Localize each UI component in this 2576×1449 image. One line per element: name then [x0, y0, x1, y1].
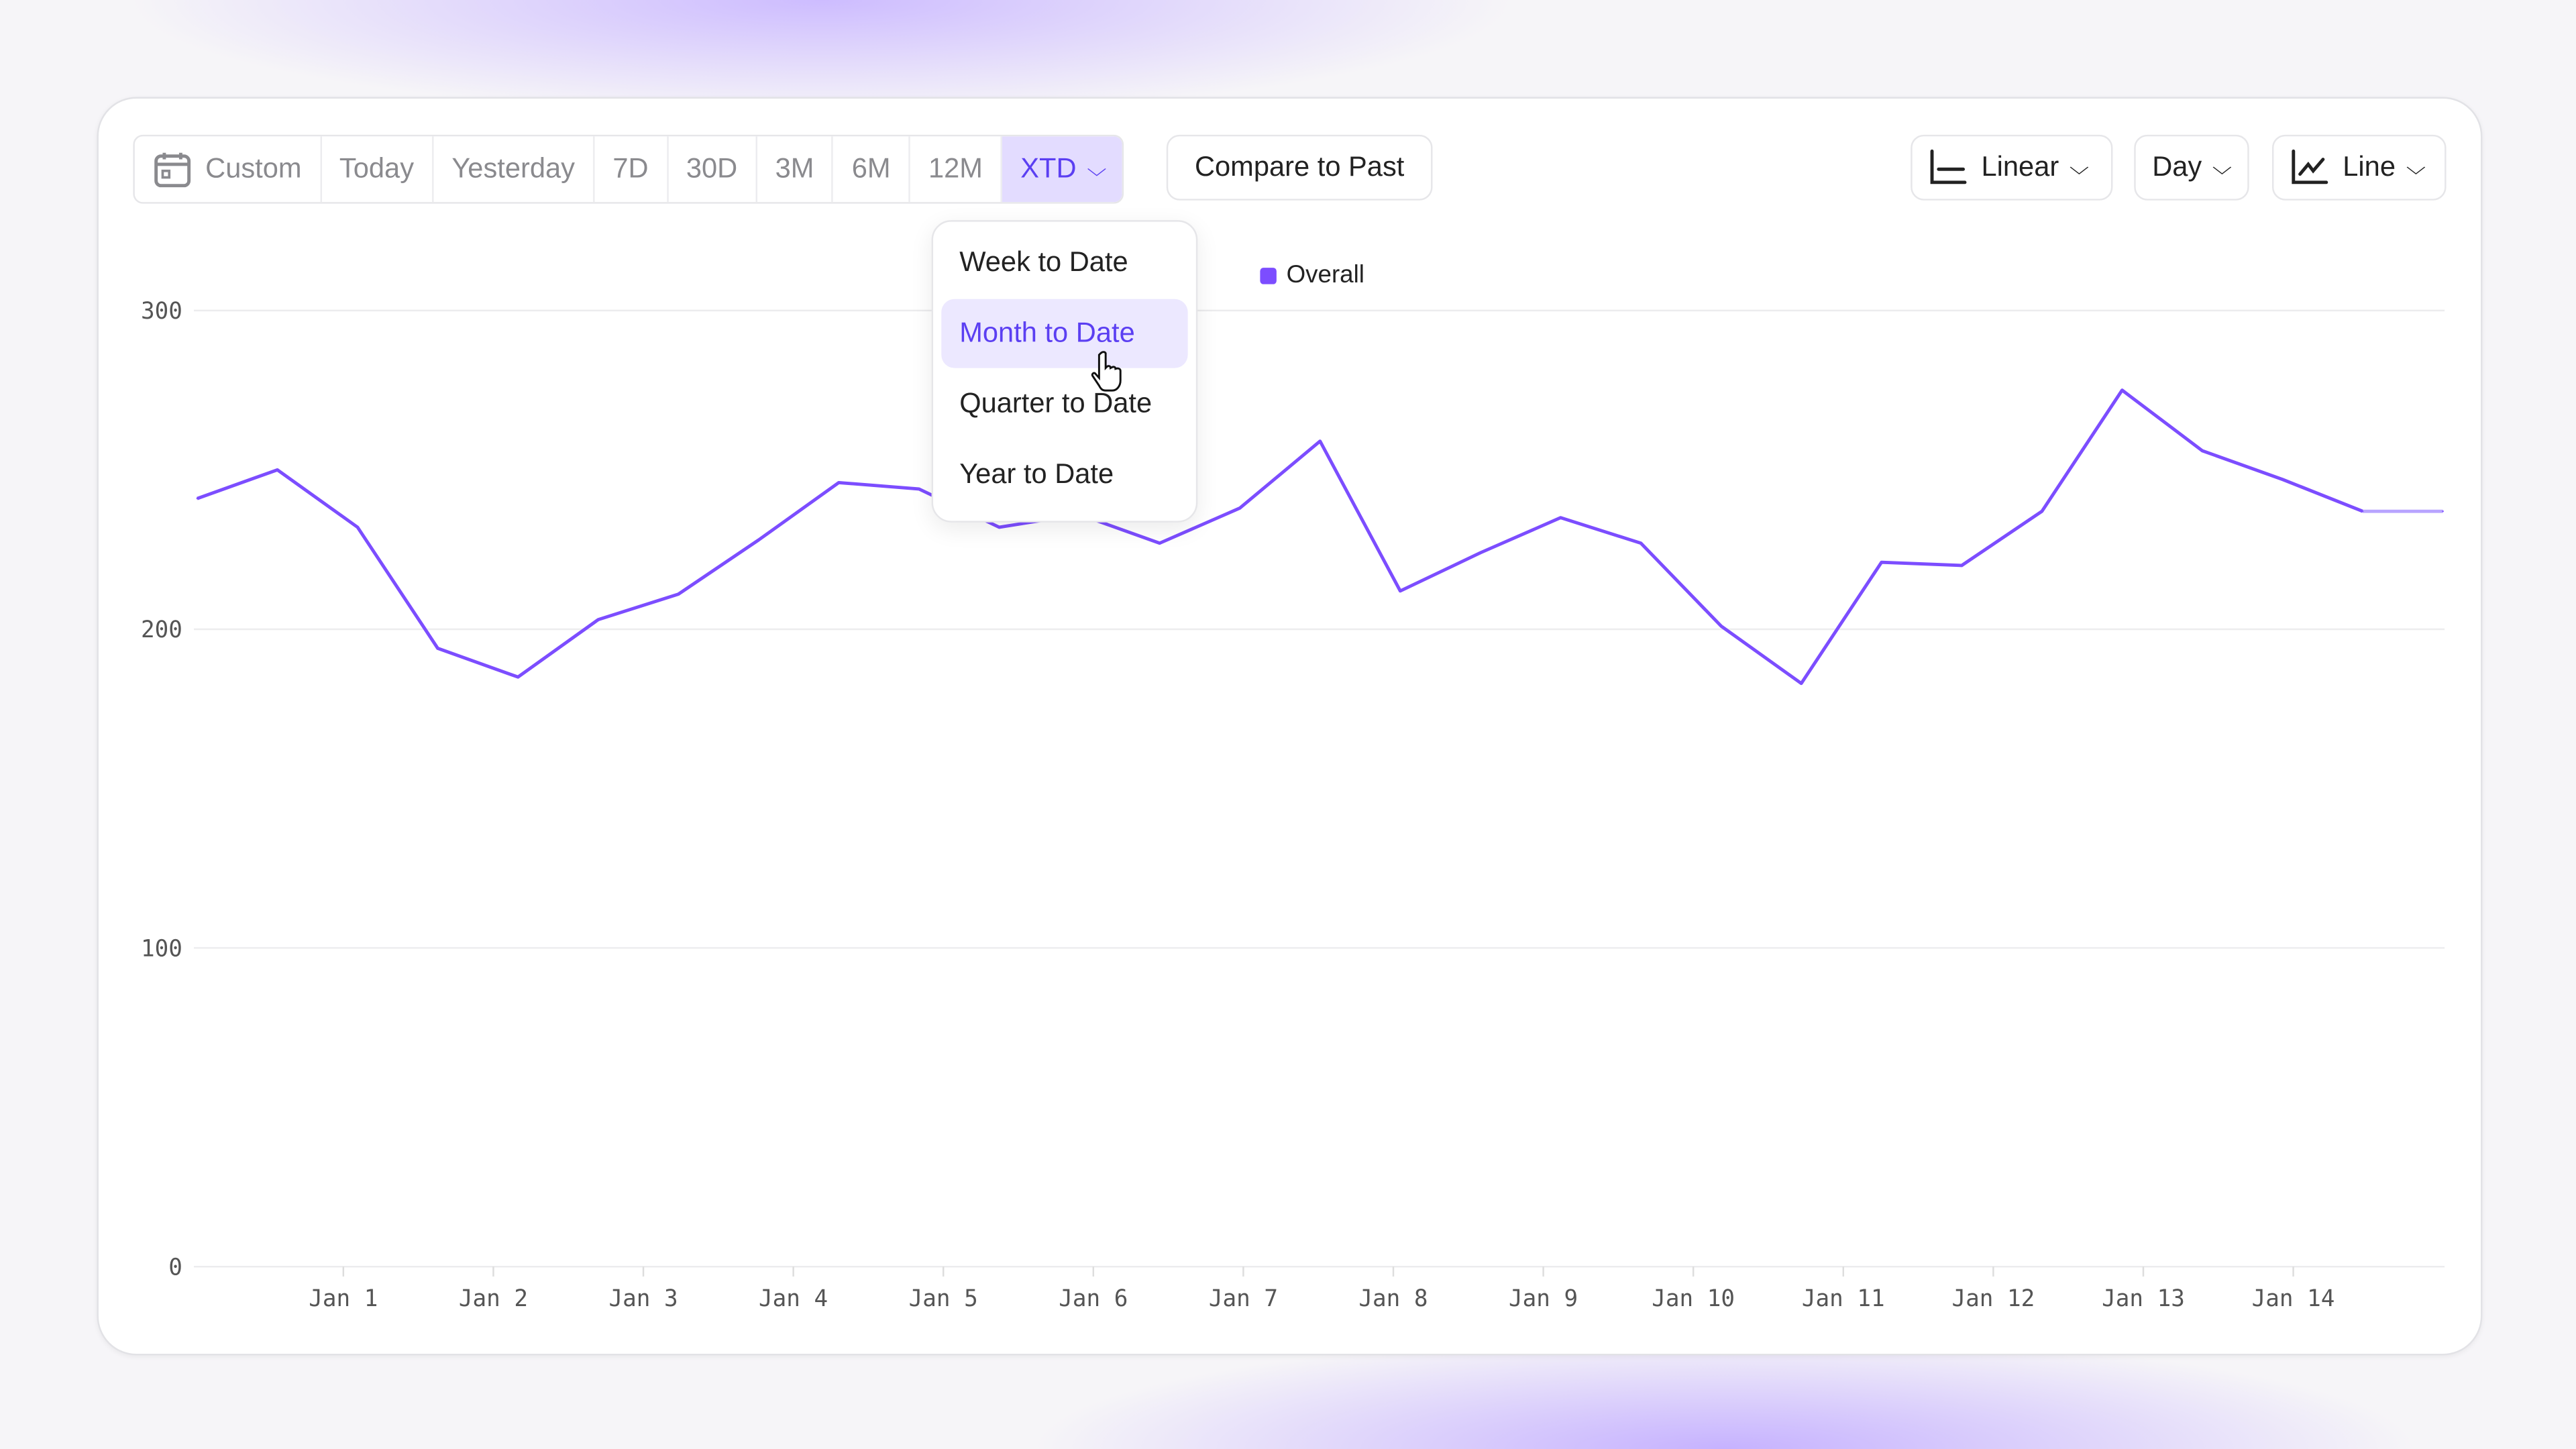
menu-item-week-to-date[interactable]: Week to Date [959, 246, 1128, 278]
hand-cursor-icon [1091, 351, 1122, 392]
x-tick-label: Jan 12 [1951, 1285, 2035, 1312]
x-tick-label: Jan 8 [1358, 1285, 1428, 1312]
interval-dropdown[interactable]: Day ⌵ [2134, 134, 2249, 201]
x-tick-label: Jan 11 [1802, 1285, 1885, 1312]
chevron-down-icon: ⌵ [2212, 155, 2233, 178]
data-point [2121, 389, 2123, 391]
chevron-down-icon: ⌵ [2406, 155, 2426, 178]
x-tick-label: Jan 10 [1652, 1285, 1735, 1312]
data-point [838, 482, 840, 484]
data-point [2442, 510, 2444, 513]
compare-to-past-button[interactable]: Compare to Past [1166, 134, 1433, 201]
data-point [1159, 542, 1161, 544]
data-point [356, 526, 359, 529]
xtd-dropdown-menu: Week to Date Month to Date Quarter to Da… [931, 220, 1198, 523]
range-30d-button[interactable]: 30D [668, 136, 757, 203]
x-tick-label: Jan 4 [759, 1285, 828, 1312]
y-tick-label: 200 [141, 616, 182, 643]
legend-swatch-overall [1260, 266, 1277, 284]
data-point [1880, 561, 1882, 564]
chart-type-dropdown[interactable]: Line ⌵ [2271, 134, 2447, 201]
data-point [1720, 625, 1722, 627]
data-point [437, 647, 439, 649]
menu-item-month-to-date[interactable]: Month to Date [941, 299, 1188, 368]
calendar-icon [154, 152, 191, 188]
data-point [2282, 478, 2284, 480]
chevron-down-icon: ⌵ [2070, 155, 2090, 178]
data-point [757, 539, 760, 541]
x-tick-label: Jan 2 [459, 1285, 528, 1312]
data-point [597, 619, 599, 621]
data-point [1319, 440, 1321, 442]
range-custom-label: Custom [205, 152, 302, 184]
data-point [276, 469, 278, 471]
data-point [1560, 517, 1562, 519]
x-tick-label: Jan 13 [2102, 1285, 2185, 1312]
range-yesterday-button[interactable]: Yesterday [433, 136, 595, 203]
chart-card: Custom Today Yesterday 7D 30D 3M 6M 12M … [97, 97, 2483, 1356]
x-tick-label: Jan 6 [1059, 1285, 1128, 1312]
data-point [517, 676, 519, 678]
range-12m-button[interactable]: 12M [910, 136, 1003, 203]
x-tick-label: Jan 1 [309, 1285, 378, 1312]
legend-label-overall: Overall [1286, 261, 1364, 290]
chart-type-label: Line [2343, 151, 2396, 182]
y-tick-label: 100 [141, 935, 182, 962]
scale-dropdown[interactable]: Linear ⌵ [1911, 134, 2113, 201]
data-point [1399, 590, 1401, 592]
menu-item-year-to-date[interactable]: Year to Date [959, 458, 1114, 490]
data-point [2201, 449, 2204, 452]
x-tick-label: Jan 7 [1209, 1285, 1278, 1312]
range-custom-button[interactable]: Custom [135, 136, 321, 203]
data-point [1640, 542, 1642, 544]
series-line-overall [197, 388, 2364, 686]
x-tick-label: Jan 3 [608, 1285, 678, 1312]
data-point [1238, 507, 1241, 509]
interval-label: Day [2152, 151, 2202, 182]
data-point [2041, 510, 2043, 513]
y-tick-label: 300 [141, 298, 182, 325]
x-tick-label: Jan 14 [2252, 1285, 2335, 1312]
range-xtd-label: XTD [1020, 152, 1077, 184]
range-today-button[interactable]: Today [321, 136, 434, 203]
line-chart-icon [2292, 149, 2328, 184]
chevron-down-icon: ⌵ [1087, 156, 1107, 180]
data-point [678, 593, 680, 595]
range-xtd-dropdown[interactable]: XTD ⌵ [1002, 136, 1123, 203]
y-tick-label: 0 [168, 1254, 182, 1281]
range-6m-button[interactable]: 6M [834, 136, 911, 203]
data-point [1800, 682, 1803, 684]
linear-scale-icon [1930, 149, 1967, 184]
x-tick-label: Jan 5 [909, 1285, 978, 1312]
data-point [196, 497, 199, 500]
date-range-selector: Custom Today Yesterday 7D 30D 3M 6M 12M … [133, 134, 1124, 204]
chart-legend: Overall [1260, 261, 1364, 289]
data-point [2361, 510, 2364, 513]
x-tick-label: Jan 9 [1509, 1285, 1578, 1312]
scale-label: Linear [1981, 151, 2059, 182]
range-3m-button[interactable]: 3M [757, 136, 834, 203]
range-7d-button[interactable]: 7D [594, 136, 668, 203]
data-point [1961, 564, 1963, 567]
menu-item-quarter-to-date[interactable]: Quarter to Date [959, 387, 1152, 419]
data-point [1479, 551, 1482, 554]
data-point [918, 488, 920, 490]
data-point [998, 526, 1000, 529]
